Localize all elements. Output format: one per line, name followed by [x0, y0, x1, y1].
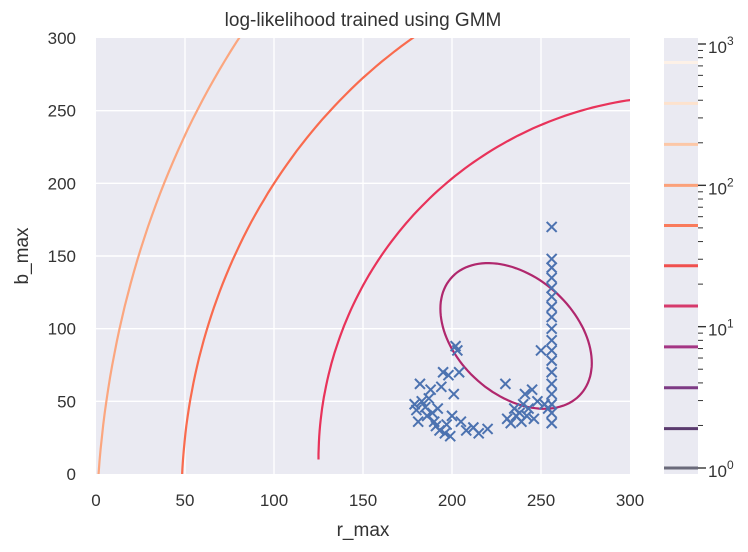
- scatter-point: [416, 395, 428, 408]
- scatter-point: [545, 378, 558, 390]
- scatter-point: [545, 253, 558, 265]
- colorbar-tick-label: 10 2: [708, 175, 734, 198]
- scatter-point: [545, 311, 558, 323]
- contour-line: [181, 38, 415, 474]
- scatter-point: [448, 388, 460, 400]
- y-tick-labels: 0 50 100 150 200 250 300: [48, 29, 76, 484]
- colorbar-tick-exponent: 1: [727, 317, 734, 331]
- contour-line: [439, 262, 593, 410]
- scatter-point: [481, 423, 494, 435]
- scatter-point: [522, 402, 535, 415]
- x-tick-label: 0: [91, 491, 100, 510]
- scatter-point: [505, 417, 517, 429]
- colorbar-tick-label: 10 1: [708, 317, 734, 340]
- x-tick-label: 200: [438, 491, 466, 510]
- scatter-point: [545, 301, 558, 313]
- colorbar-tick-base: 10: [708, 321, 727, 340]
- x-tick-label: 100: [260, 491, 288, 510]
- scatter-point: [545, 344, 558, 357]
- y-tick-label: 0: [67, 465, 76, 484]
- scatter-point: [414, 378, 426, 390]
- scatter-point: [499, 378, 512, 390]
- x-tick-label: 300: [616, 491, 644, 510]
- scatter-point: [545, 354, 558, 367]
- scatter-point: [453, 366, 465, 378]
- scatter-point: [410, 404, 423, 416]
- scatter-point: [545, 322, 558, 335]
- x-axis-label: r_max: [337, 520, 390, 541]
- scatter-point: [455, 415, 467, 428]
- scatter-point: [440, 418, 453, 431]
- scatter-point: [412, 415, 424, 428]
- contour-lines: [97, 38, 630, 474]
- scatter-point: [545, 417, 558, 429]
- scatter-point: [513, 407, 526, 419]
- y-tick-label: 50: [57, 392, 76, 411]
- scatter-point: [432, 402, 444, 415]
- scatter-point: [437, 366, 449, 378]
- scatter-point: [545, 282, 558, 294]
- scatter-point: [442, 369, 455, 381]
- y-tick-label: 250: [48, 102, 76, 121]
- scatter-point: [545, 290, 558, 303]
- x-tick-label: 250: [527, 491, 555, 510]
- y-tick-label: 200: [48, 174, 76, 193]
- scatter-point: [460, 424, 472, 437]
- scatter-point: [535, 344, 547, 357]
- contour-line: [97, 38, 241, 474]
- colorbar-tick-exponent: 0: [727, 458, 734, 472]
- scatter-point: [472, 427, 485, 440]
- contour-line: [317, 98, 630, 460]
- scatter-point: [531, 395, 544, 408]
- scatter-point: [545, 221, 558, 233]
- colorbar-tick-exponent: 3: [727, 34, 734, 48]
- colorbar-tick-base: 10: [708, 179, 727, 198]
- scatter-point: [545, 272, 558, 284]
- colorbar-tick-label: 10 0: [708, 458, 734, 481]
- y-tick-label: 150: [48, 247, 76, 266]
- scatter-point: [444, 430, 456, 442]
- x-tick-label: 50: [176, 491, 195, 510]
- scatter-point: [545, 261, 558, 274]
- colorbar-levels: [664, 60, 698, 470]
- scatter-point: [439, 427, 451, 440]
- scatter-point: [424, 383, 437, 396]
- scatter-point: [528, 413, 540, 425]
- scatter-point: [545, 366, 558, 378]
- y-tick-label: 300: [48, 29, 76, 48]
- y-axis-label: b_max: [12, 227, 33, 285]
- scatter-point: [446, 410, 458, 422]
- scatter-points: [408, 221, 558, 442]
- colorbar-background: [664, 38, 698, 474]
- colorbar-tick-exponent: 2: [727, 175, 734, 189]
- colorbar-ticks: [698, 43, 706, 469]
- scatter-point: [545, 398, 558, 410]
- colorbar-tick-label: 10 3: [708, 34, 734, 57]
- colorbar-tick-base: 10: [708, 462, 727, 481]
- scatter-point: [526, 383, 538, 396]
- scatter-point: [435, 381, 448, 393]
- scatter-point: [545, 334, 558, 347]
- scatter-point: [545, 388, 558, 400]
- scatter-point: [423, 392, 435, 405]
- scatter-point: [545, 407, 558, 419]
- y-tick-label: 100: [48, 320, 76, 339]
- x-tick-labels: 0 50 100 150 200 250 300: [91, 491, 644, 510]
- colorbar-tick-base: 10: [708, 38, 727, 57]
- grid-lines: [96, 38, 630, 474]
- scatter-point: [451, 344, 464, 357]
- scatter-point: [519, 388, 531, 400]
- chart-title: log-likelihood trained using GMM: [225, 10, 502, 31]
- x-tick-label: 150: [349, 491, 377, 510]
